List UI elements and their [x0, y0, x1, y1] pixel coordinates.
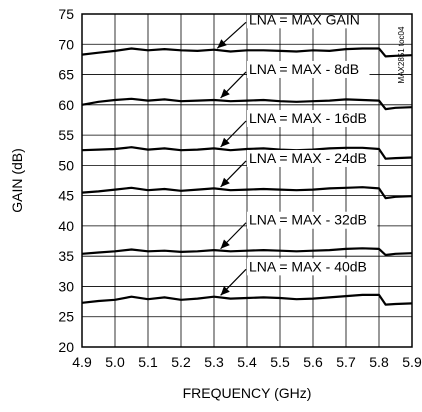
- x-tick-label: 5.0: [105, 354, 125, 370]
- tick-labels: 4.9 5.0 5.1 5.2 5.3 5.4 5.5 5.6 5.7 5.8 5.9 20 25 30 3…: [58, 6, 422, 370]
- x-tick-label: 5.5: [270, 354, 290, 370]
- y-tick-label: 35: [58, 248, 74, 264]
- series-line-4: [81, 186, 413, 200]
- annotation-group: LNA = MAX GAIN LNA = MAX - 8dB LNA = MAX -…: [216, 11, 378, 296]
- y-tick-label: 50: [58, 157, 74, 173]
- y-tick-label: 55: [58, 127, 74, 143]
- series-line-2: [81, 97, 413, 111]
- annotation-arrowhead: [220, 177, 230, 187]
- y-tick-label: 30: [58, 278, 74, 294]
- x-tick-label: 4.9: [72, 354, 92, 370]
- y-tick-label: 75: [58, 6, 74, 22]
- series-line-3: [81, 146, 413, 160]
- x-tick-label: 5.9: [402, 354, 422, 370]
- annotation-label: LNA = MAX - 8dB: [249, 61, 359, 77]
- annotation-arrowhead: [217, 39, 227, 49]
- annotation-backdrop: [247, 11, 362, 29]
- annotation-label: LNA = MAX - 16dB: [249, 110, 367, 126]
- annotation-label: LNA = MAX GAIN: [249, 11, 360, 27]
- x-tick-label: 5.3: [204, 354, 224, 370]
- series-line-5: [81, 247, 413, 257]
- annotation-arrowhead: [220, 286, 230, 296]
- series-group: [81, 47, 413, 306]
- y-tick-label: 40: [58, 218, 74, 234]
- annotation-backdrop: [247, 149, 378, 167]
- y-tick-label: 20: [58, 339, 74, 355]
- x-tick-label: 5.1: [138, 354, 158, 370]
- series-line-1: [81, 47, 413, 58]
- series-line-6: [81, 293, 413, 306]
- annotation-backdrop: [247, 110, 378, 128]
- annotation-backdrop: [247, 60, 370, 78]
- y-tick-label: 45: [58, 188, 74, 204]
- annotation-arrowhead: [220, 88, 230, 98]
- figure-id-label: MAX2851 toc04: [397, 26, 406, 83]
- y-tick-label: 65: [58, 67, 74, 83]
- y-tick-label: 70: [58, 36, 74, 52]
- annotation-arrowhead: [220, 239, 230, 249]
- x-tick-label: 5.6: [303, 354, 323, 370]
- x-tick-label: 5.2: [171, 354, 191, 370]
- annotation-label: LNA = MAX - 32dB: [249, 212, 367, 228]
- annotation-arrowhead: [220, 137, 230, 147]
- annotation-label: LNA = MAX - 40dB: [249, 258, 367, 274]
- plot-frame: [81, 13, 413, 348]
- y-tick-label: 25: [58, 309, 74, 325]
- x-axis-title: FREQUENCY (GHz): [183, 385, 312, 401]
- annotation-label: LNA = MAX - 24dB: [249, 150, 367, 166]
- x-tick-label: 5.4: [237, 354, 257, 370]
- y-axis-title: GAIN (dB): [9, 148, 25, 213]
- annotation-backdrop: [247, 211, 378, 229]
- x-tick-label: 5.8: [369, 354, 389, 370]
- x-tick-label: 5.7: [336, 354, 356, 370]
- y-tick-label: 60: [58, 97, 74, 113]
- annotation-backdrop: [247, 258, 378, 276]
